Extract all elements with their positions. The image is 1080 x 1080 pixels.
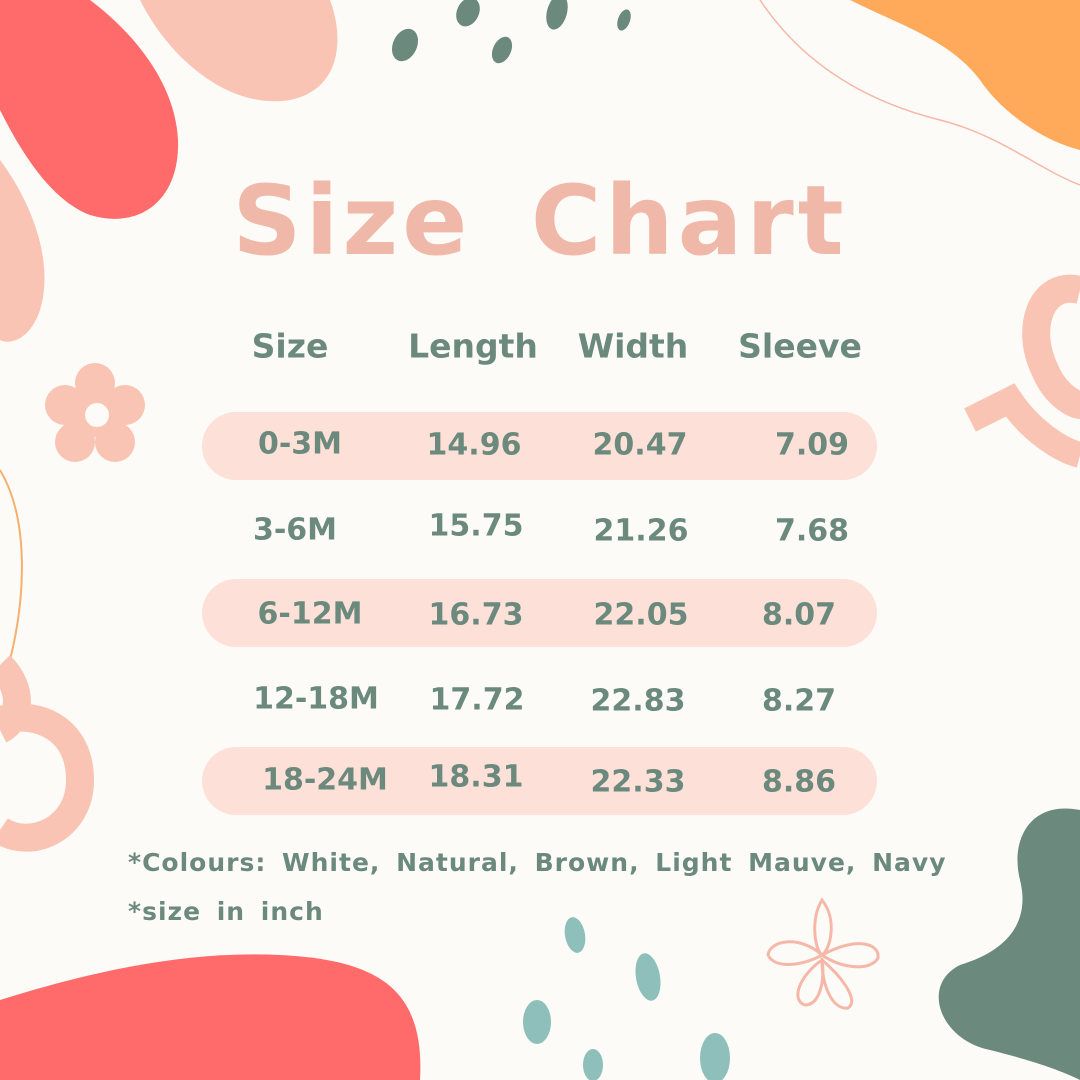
cell-sleeve: 8.07 xyxy=(761,597,837,633)
unit-note: *size in inch xyxy=(128,897,324,926)
row-band xyxy=(202,747,877,815)
cell-width: 22.83 xyxy=(590,683,686,719)
cell-length: 14.96 xyxy=(426,427,522,463)
peach-ring-right xyxy=(1022,274,1080,419)
coral-blob-top-left xyxy=(0,0,179,219)
flower-icon-left xyxy=(45,363,145,462)
peach-blob-left xyxy=(0,160,45,342)
thin-line-top-right xyxy=(759,0,1080,186)
cell-size: 18-24M xyxy=(262,762,388,798)
cell-size: 0-3M xyxy=(257,426,343,462)
cell-width: 22.05 xyxy=(593,597,689,633)
cell-sleeve: 7.68 xyxy=(774,513,850,549)
coral-blob-bottom-left xyxy=(0,954,421,1080)
cell-sleeve: 8.86 xyxy=(761,764,837,800)
cell-width: 21.26 xyxy=(593,513,689,549)
header-size: Size xyxy=(251,326,329,366)
peach-hook-right xyxy=(964,383,1080,468)
peach-loop-left xyxy=(0,655,95,852)
cell-length: 17.72 xyxy=(429,682,525,718)
cell-width: 20.47 xyxy=(592,427,688,463)
teal-dots-bottom xyxy=(523,917,730,1080)
page-title: Size Chart xyxy=(232,165,848,277)
cell-width: 22.33 xyxy=(590,764,686,800)
cell-length: 15.75 xyxy=(428,508,524,544)
cell-length: 16.73 xyxy=(428,597,524,633)
cell-length: 18.31 xyxy=(428,759,524,795)
peach-blob-top-left xyxy=(140,0,338,102)
cell-sleeve: 8.27 xyxy=(761,683,837,719)
header-width: Width xyxy=(577,326,689,366)
thin-line-left xyxy=(0,469,23,661)
flower-outline-icon xyxy=(766,897,880,1010)
header-sleeve: Sleeve xyxy=(738,326,862,366)
cell-size: 12-18M xyxy=(253,681,379,717)
sage-blob-bottom-right xyxy=(938,808,1080,1080)
cell-sleeve: 7.09 xyxy=(774,427,850,463)
cell-size: 6-12M xyxy=(257,596,363,632)
colours-note: *Colours: White, Natural, Brown, Light M… xyxy=(128,848,947,877)
orange-blob-top-right xyxy=(850,0,1080,150)
header-length: Length xyxy=(408,326,538,366)
row-band xyxy=(202,579,877,647)
sage-dots-top xyxy=(391,0,631,64)
cell-size: 3-6M xyxy=(252,512,338,548)
row-band xyxy=(202,412,877,480)
